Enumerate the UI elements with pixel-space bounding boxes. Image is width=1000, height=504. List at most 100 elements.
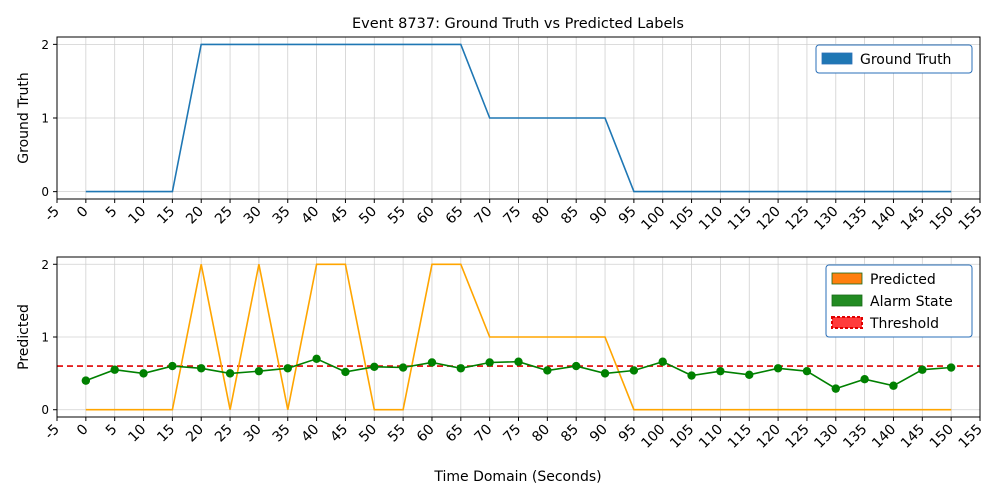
legend-swatch xyxy=(831,272,863,285)
alarm-state-point xyxy=(514,357,523,366)
alarm-state-point xyxy=(918,365,927,374)
x-tick-label: 30 xyxy=(241,422,265,446)
x-tick-label: 10 xyxy=(125,204,149,228)
x-tick-label: 40 xyxy=(299,204,323,228)
alarm-state-point xyxy=(745,370,754,380)
alarm-state-point xyxy=(860,374,869,384)
x-tick-label: 70 xyxy=(472,422,496,446)
alarm-state-point xyxy=(398,363,408,372)
x-tick-label: 130 xyxy=(811,422,841,452)
alarm-state-point xyxy=(831,384,840,393)
legend-label: Predicted xyxy=(870,272,936,288)
x-tick-label: 100 xyxy=(638,204,668,234)
x-tick-label: 55 xyxy=(385,204,409,228)
x-tick-label: 75 xyxy=(500,204,524,228)
legend-swatch xyxy=(831,316,863,329)
x-tick-label: 150 xyxy=(927,422,957,452)
x-tick-label: -5 xyxy=(42,204,63,225)
alarm-state-point xyxy=(312,354,321,364)
predicted-legend: Predicted Alarm State Threshold xyxy=(825,264,973,338)
x-tick-label: 60 xyxy=(414,204,438,228)
x-tick-label: 35 xyxy=(270,422,294,446)
x-tick-label: 155 xyxy=(956,422,986,452)
legend-label: Ground Truth xyxy=(860,52,951,68)
alarm-state-point xyxy=(716,366,725,376)
alarm-state-point xyxy=(802,366,812,376)
y-tick-label: 2 xyxy=(41,38,49,52)
x-tick-label: 0 xyxy=(74,204,92,222)
x-tick-label: 150 xyxy=(927,204,957,234)
x-tick-label: 30 xyxy=(241,204,265,228)
alarm-state-point xyxy=(600,369,610,378)
x-tick-label: 85 xyxy=(558,204,582,228)
ground-truth-lines xyxy=(85,43,952,193)
alarm-state-point xyxy=(687,371,696,380)
y-tick-label: 1 xyxy=(41,112,49,126)
x-tick-label: 110 xyxy=(696,204,726,234)
chart-title: Event 8737: Ground Truth vs Predicted La… xyxy=(352,16,684,32)
x-tick-label: 120 xyxy=(754,422,784,452)
legend-swatch xyxy=(831,294,863,307)
ground-truth-line xyxy=(85,43,952,193)
alarm-state-point xyxy=(283,364,292,373)
legend-box xyxy=(815,44,973,74)
x-tick-label: 25 xyxy=(212,422,236,446)
x-tick-label: 40 xyxy=(299,422,323,446)
alarm-state-point xyxy=(571,361,581,371)
alarm-state-point xyxy=(370,362,379,372)
x-tick-label: 45 xyxy=(327,204,351,228)
y-tick-label: 1 xyxy=(41,331,49,345)
x-tick-label: 105 xyxy=(667,422,697,452)
legend-swatch xyxy=(821,52,853,65)
x-tick-label: 15 xyxy=(154,204,178,228)
x-tick-label: 20 xyxy=(183,422,207,446)
x-tick-label: 110 xyxy=(696,422,726,452)
predicted-panel: -5 0 5 10 15 20 25 30 35 40 45 50 55 60 65 70 75 80 85 90 95… xyxy=(16,256,986,485)
legend-label: Threshold xyxy=(869,316,939,332)
x-tick-label: 15 xyxy=(154,422,178,446)
x-tick-label: 120 xyxy=(754,204,784,234)
x-tick-label: 35 xyxy=(270,204,294,228)
alarm-state-point xyxy=(456,364,466,373)
x-tick-label: 95 xyxy=(616,422,640,446)
ground-truth-panel: Event 8737: Ground Truth vs Predicted La… xyxy=(16,16,986,234)
alarm-state-point xyxy=(225,369,235,378)
x-tick-label: 5 xyxy=(103,204,121,222)
x-tick-label: 135 xyxy=(840,422,870,452)
predicted-y-axis-label: Predicted xyxy=(16,304,32,370)
alarm-state-point xyxy=(197,364,206,373)
x-tick-label: 100 xyxy=(638,422,668,452)
x-tick-label: 155 xyxy=(956,204,986,234)
x-tick-label: 90 xyxy=(587,204,611,228)
x-tick-label: 25 xyxy=(212,204,236,228)
y-tick-label: 0 xyxy=(41,185,49,199)
x-tick-label: 60 xyxy=(414,422,438,446)
x-tick-label: 140 xyxy=(869,204,899,234)
x-tick-label: 95 xyxy=(616,204,640,228)
alarm-state-point xyxy=(81,376,91,385)
predicted-line xyxy=(85,263,952,411)
x-tick-label: 130 xyxy=(811,204,841,234)
x-tick-label: 135 xyxy=(840,204,870,234)
x-tick-label: 10 xyxy=(125,422,149,446)
x-tick-label: 125 xyxy=(783,204,813,234)
x-tick-label: 80 xyxy=(529,422,553,446)
x-tick-label: 20 xyxy=(183,204,207,228)
x-tick-label: 80 xyxy=(529,204,553,228)
x-tick-label: 5 xyxy=(103,422,121,440)
x-tick-label: 50 xyxy=(356,422,380,446)
predicted-lines xyxy=(57,263,980,411)
x-tick-label: 0 xyxy=(74,422,92,440)
alarm-state-point xyxy=(629,366,639,375)
legend-label: Alarm State xyxy=(870,294,953,310)
alarm-state-point xyxy=(543,366,552,375)
x-tick-label: 115 xyxy=(725,204,755,234)
alarm-state-point xyxy=(341,367,350,377)
x-tick-label: 70 xyxy=(472,204,496,228)
x-tick-label: 65 xyxy=(443,422,467,446)
x-tick-label: 75 xyxy=(500,422,524,446)
x-tick-label: -5 xyxy=(42,422,63,443)
alarm-state-point xyxy=(110,365,119,374)
x-tick-label: 50 xyxy=(356,204,380,228)
